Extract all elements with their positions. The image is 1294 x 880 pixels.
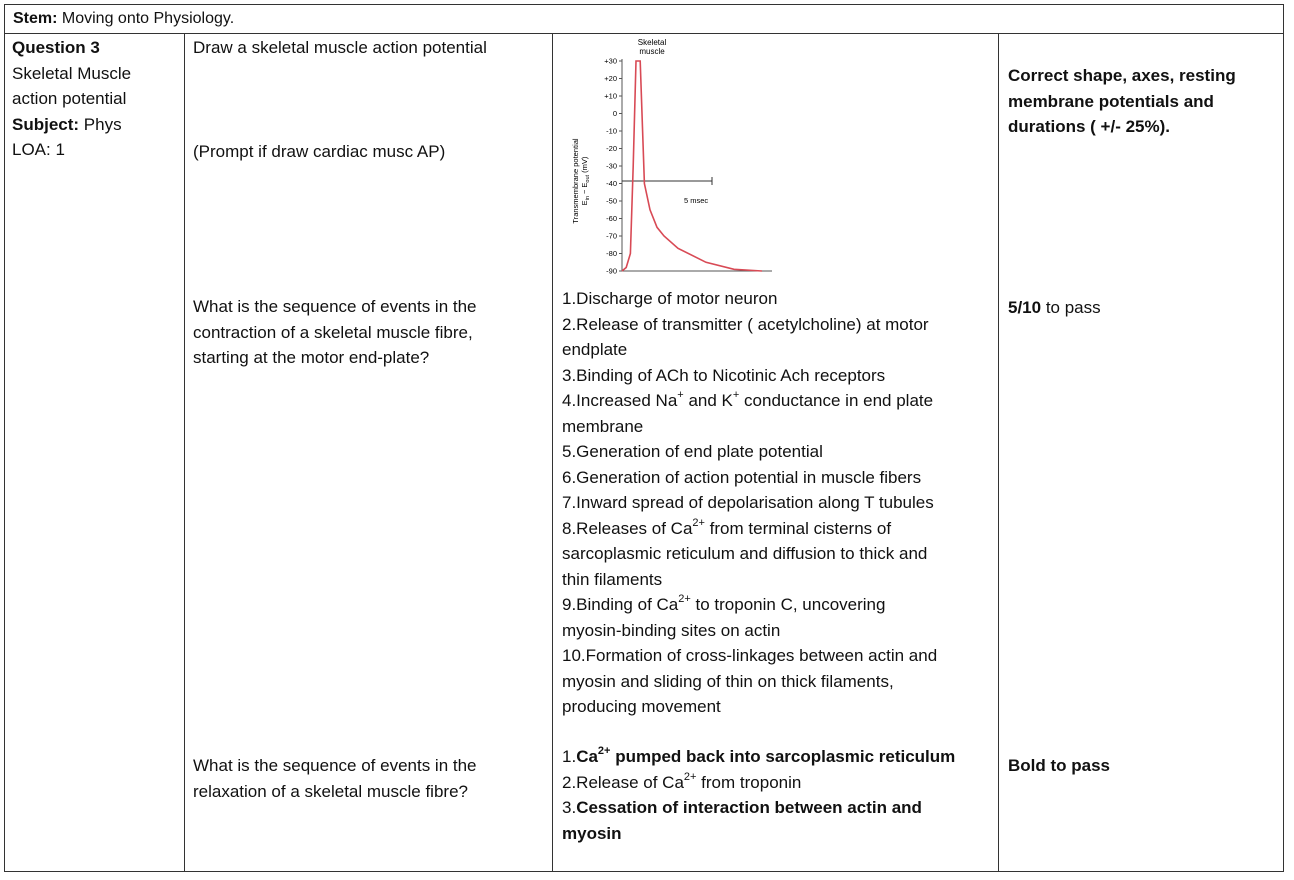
superscript: + — [732, 389, 740, 402]
relax-line: 2.Release of Ca2+ from troponin — [562, 770, 992, 796]
event-text: 4.Increased Na — [562, 391, 678, 410]
superscript: 2+ — [597, 745, 611, 758]
y-tick-label: -60 — [606, 214, 617, 223]
subject-line: Subject: Phys — [12, 112, 131, 138]
y-tick-label: -30 — [606, 162, 617, 171]
exam-table: Stem: Moving onto Physiology. — [4, 4, 1284, 872]
event-line: 6.Generation of action potential in musc… — [562, 467, 922, 487]
stem-row: Stem: Moving onto Physiology. — [5, 5, 1283, 34]
chart-yticks: +30 +20 +10 0 -10 -20 -30 -40 -50 -60 -70 -80 -90 — [604, 57, 622, 276]
row3-question-line: relaxation of a skeletal muscle fibre? — [193, 781, 468, 801]
relax-line: 1.Ca2+ pumped back into sarcoplasmic ret… — [562, 744, 992, 770]
event-line: 8.Releases of Ca2+ from terminal cistern… — [562, 516, 992, 542]
chart-5msec-label: 5 msec — [684, 196, 708, 205]
relax-text: 2.Release of Ca — [562, 772, 684, 792]
event-line: 7.Inward spread of depolarisation along … — [562, 493, 934, 512]
y-tick-label: -10 — [606, 127, 617, 136]
event-line: 2.Release of transmitter ( acetylcholine… — [562, 314, 929, 334]
row2-question-line: What is the sequence of events in the — [193, 297, 477, 316]
event-line: sarcoplasmic reticulum and diffusion to … — [562, 544, 928, 563]
y-tick-label: -50 — [606, 197, 617, 206]
event-text: conductance in end plate — [739, 391, 934, 410]
relax-text: pumped back into sarcoplasmic reticulum — [610, 747, 956, 766]
y-tick-label: +30 — [604, 57, 617, 66]
event-line: 4.Increased Na+ and K+ conductance in en… — [562, 388, 992, 414]
stem-text: Moving onto Physiology. — [57, 10, 235, 27]
question-name-line-2: action potential — [12, 89, 127, 108]
y-tick-label: 0 — [613, 109, 617, 118]
skeletal-ap-chart: Skeletal muscle Transmembrane potential … — [571, 38, 772, 276]
y-tick-label: +10 — [604, 92, 617, 101]
row1-marking: Correct shape, axes, resting membrane po… — [1008, 66, 1236, 136]
event-line: endplate — [562, 340, 628, 359]
stem-label: Stem: — [13, 10, 58, 27]
relax-text: 1. — [562, 747, 577, 766]
row2-marking: 5/10 to pass — [1008, 295, 1101, 321]
row2-question: What is the sequence of events in the co… — [193, 294, 477, 371]
y-tick-label: -90 — [606, 267, 617, 276]
event-text: 9.Binding of Ca — [562, 595, 679, 614]
y-tick-label: -20 — [606, 144, 617, 153]
y-tick-label: -40 — [606, 179, 617, 188]
event-line: myosin and sliding of thin on thick fila… — [562, 671, 894, 691]
row3-question: What is the sequence of events in the re… — [193, 753, 477, 804]
marking-bold: 5/10 — [1008, 298, 1042, 317]
svg-text:Ein − Eout (mV): Ein − Eout (mV) — [580, 156, 591, 205]
subject-label: Subject: — [12, 114, 80, 134]
row2-question-line: starting at the motor end-plate? — [193, 348, 430, 367]
question-meta: Question 3 Skeletal Muscle action potent… — [12, 35, 131, 163]
event-line: 1.Discharge of motor neuron — [562, 289, 778, 308]
event-text: and K — [683, 391, 733, 410]
marking-text: to pass — [1041, 298, 1101, 317]
event-text: 8.Releases of Ca — [562, 518, 693, 538]
contraction-events: 1.Discharge of motor neuron 2.Release of… — [562, 286, 992, 720]
relax-text: Cessation of interaction between actin a… — [576, 798, 922, 817]
event-line: 5.Generation of end plate potential — [562, 442, 823, 461]
question-name-line-1: Skeletal Muscle — [12, 63, 132, 83]
event-text: to troponin C, uncovering — [690, 595, 886, 614]
row3-question-line: What is the sequence of events in the — [193, 756, 477, 775]
row1-prompt: (Prompt if draw cardiac musc AP) — [193, 142, 446, 161]
event-text: from terminal cisterns of — [704, 518, 892, 538]
y-tick-label: +20 — [604, 74, 617, 83]
event-line: myosin-binding sites on actin — [562, 620, 781, 640]
relax-line: 3.Cessation of interaction between actin… — [562, 795, 992, 821]
column-divider — [552, 34, 553, 871]
row1-question: Draw a skeletal muscle action potential — [193, 38, 487, 57]
relax-text: from troponin — [696, 772, 802, 792]
question-title: Question 3 — [12, 38, 100, 57]
relaxation-events: 1.Ca2+ pumped back into sarcoplasmic ret… — [562, 744, 992, 846]
chart-ylabel: Transmembrane potential Ein − Eout (mV) — [571, 138, 591, 224]
svg-text:Transmembrane potential: Transmembrane potential — [571, 138, 580, 224]
superscript: 2+ — [678, 593, 691, 606]
y-tick-label: -70 — [606, 232, 617, 241]
relax-text: 3. — [562, 798, 577, 817]
superscript: 2+ — [692, 516, 705, 529]
row3-marking: Bold to pass — [1008, 756, 1111, 775]
subject-value: Phys — [79, 114, 122, 134]
column-divider — [998, 34, 999, 871]
relax-line: myosin — [562, 823, 622, 843]
event-line: 9.Binding of Ca2+ to troponin C, uncover… — [562, 592, 992, 618]
chart-title-line-2: muscle — [639, 47, 665, 56]
y-tick-label: -80 — [606, 249, 617, 258]
superscript: 2+ — [683, 770, 697, 783]
event-line: 10.Formation of cross-linkages between a… — [562, 646, 938, 665]
row2-question-line: contraction of a skeletal muscle fibre, — [193, 322, 473, 342]
superscript: + — [677, 389, 684, 402]
loa-line: LOA: 1 — [12, 140, 65, 159]
event-line: 3.Binding of ACh to Nicotinic Ach recept… — [562, 365, 886, 385]
event-line: thin filaments — [562, 569, 663, 589]
event-line: producing movement — [562, 697, 721, 716]
chart-series-line — [621, 60, 763, 272]
chart-title-line-1: Skeletal — [638, 38, 667, 47]
relax-text: Ca — [576, 747, 598, 766]
event-line: membrane — [562, 416, 644, 436]
column-divider — [184, 34, 185, 871]
